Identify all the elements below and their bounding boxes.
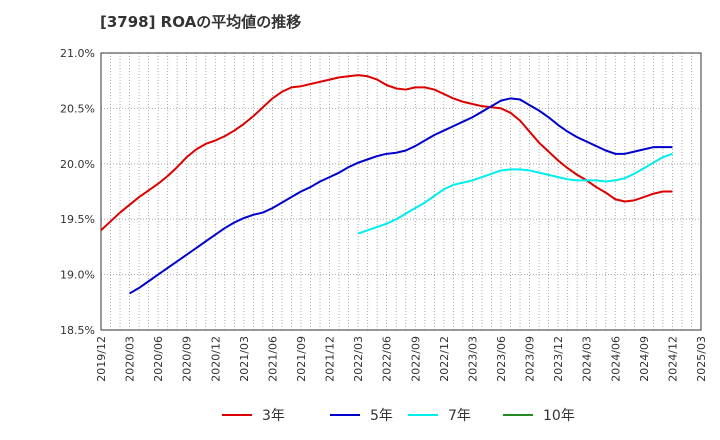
x-tick-label: 2019/12: [95, 336, 108, 382]
legend-label: 7年: [448, 408, 471, 424]
legend-label: 3年: [262, 408, 285, 424]
plot-area-frame: [100, 52, 702, 331]
legend: 3年 5年 7年 10年: [222, 408, 575, 424]
x-tick-label: 2020/06: [152, 336, 165, 382]
x-tick-label: 2024/03: [581, 336, 594, 382]
chart-title: [3798] ROAの平均値の推移: [100, 13, 302, 31]
x-tick-label: 2024/09: [638, 336, 651, 382]
x-tick-label: 2020/12: [209, 336, 222, 382]
x-tick-label: 2021/03: [238, 336, 251, 382]
x-axis-tick-labels: 2019/12 2020/03 2020/06 2020/09 2020/12 2021/…: [95, 336, 708, 382]
x-tick-label: 2023/06: [495, 336, 508, 382]
x-tick-label: 2024/12: [666, 336, 679, 382]
x-tick-label: 2020/03: [124, 336, 137, 382]
x-tick-label: 2021/12: [324, 336, 337, 382]
y-tick-label: 19.5%: [60, 213, 95, 226]
x-tick-label: 2022/06: [381, 336, 394, 382]
x-tick-label: 2024/06: [609, 336, 622, 382]
y-tick-label: 20.0%: [60, 158, 95, 171]
x-tick-label: 2021/09: [295, 336, 308, 382]
x-tick-label: 2023/12: [552, 336, 565, 382]
y-tick-label: 18.5%: [60, 324, 95, 337]
x-tick-label: 2022/03: [352, 336, 365, 382]
y-tick-label: 19.0%: [60, 269, 95, 282]
x-tick-label: 2021/06: [266, 336, 279, 382]
x-tick-label: 2025/03: [695, 336, 708, 382]
series-line: [100, 74, 673, 232]
series-line: [357, 152, 673, 235]
series-line: [129, 97, 673, 295]
x-tick-label: 2020/09: [181, 336, 194, 382]
x-tick-label: 2023/03: [466, 336, 479, 382]
y-tick-label: 20.5%: [60, 102, 95, 115]
legend-label: 10年: [543, 408, 575, 424]
legend-label: 5年: [370, 408, 393, 424]
y-axis-tick-labels: 18.5% 19.0% 19.5% 20.0% 20.5% 21.0%: [60, 47, 95, 337]
x-tick-label: 2022/12: [438, 336, 451, 382]
x-tick-label: 2022/09: [409, 336, 422, 382]
x-tick-label: 2023/09: [524, 336, 537, 382]
y-tick-label: 21.0%: [60, 47, 95, 60]
grid: [100, 52, 702, 331]
series-lines: [100, 74, 673, 295]
